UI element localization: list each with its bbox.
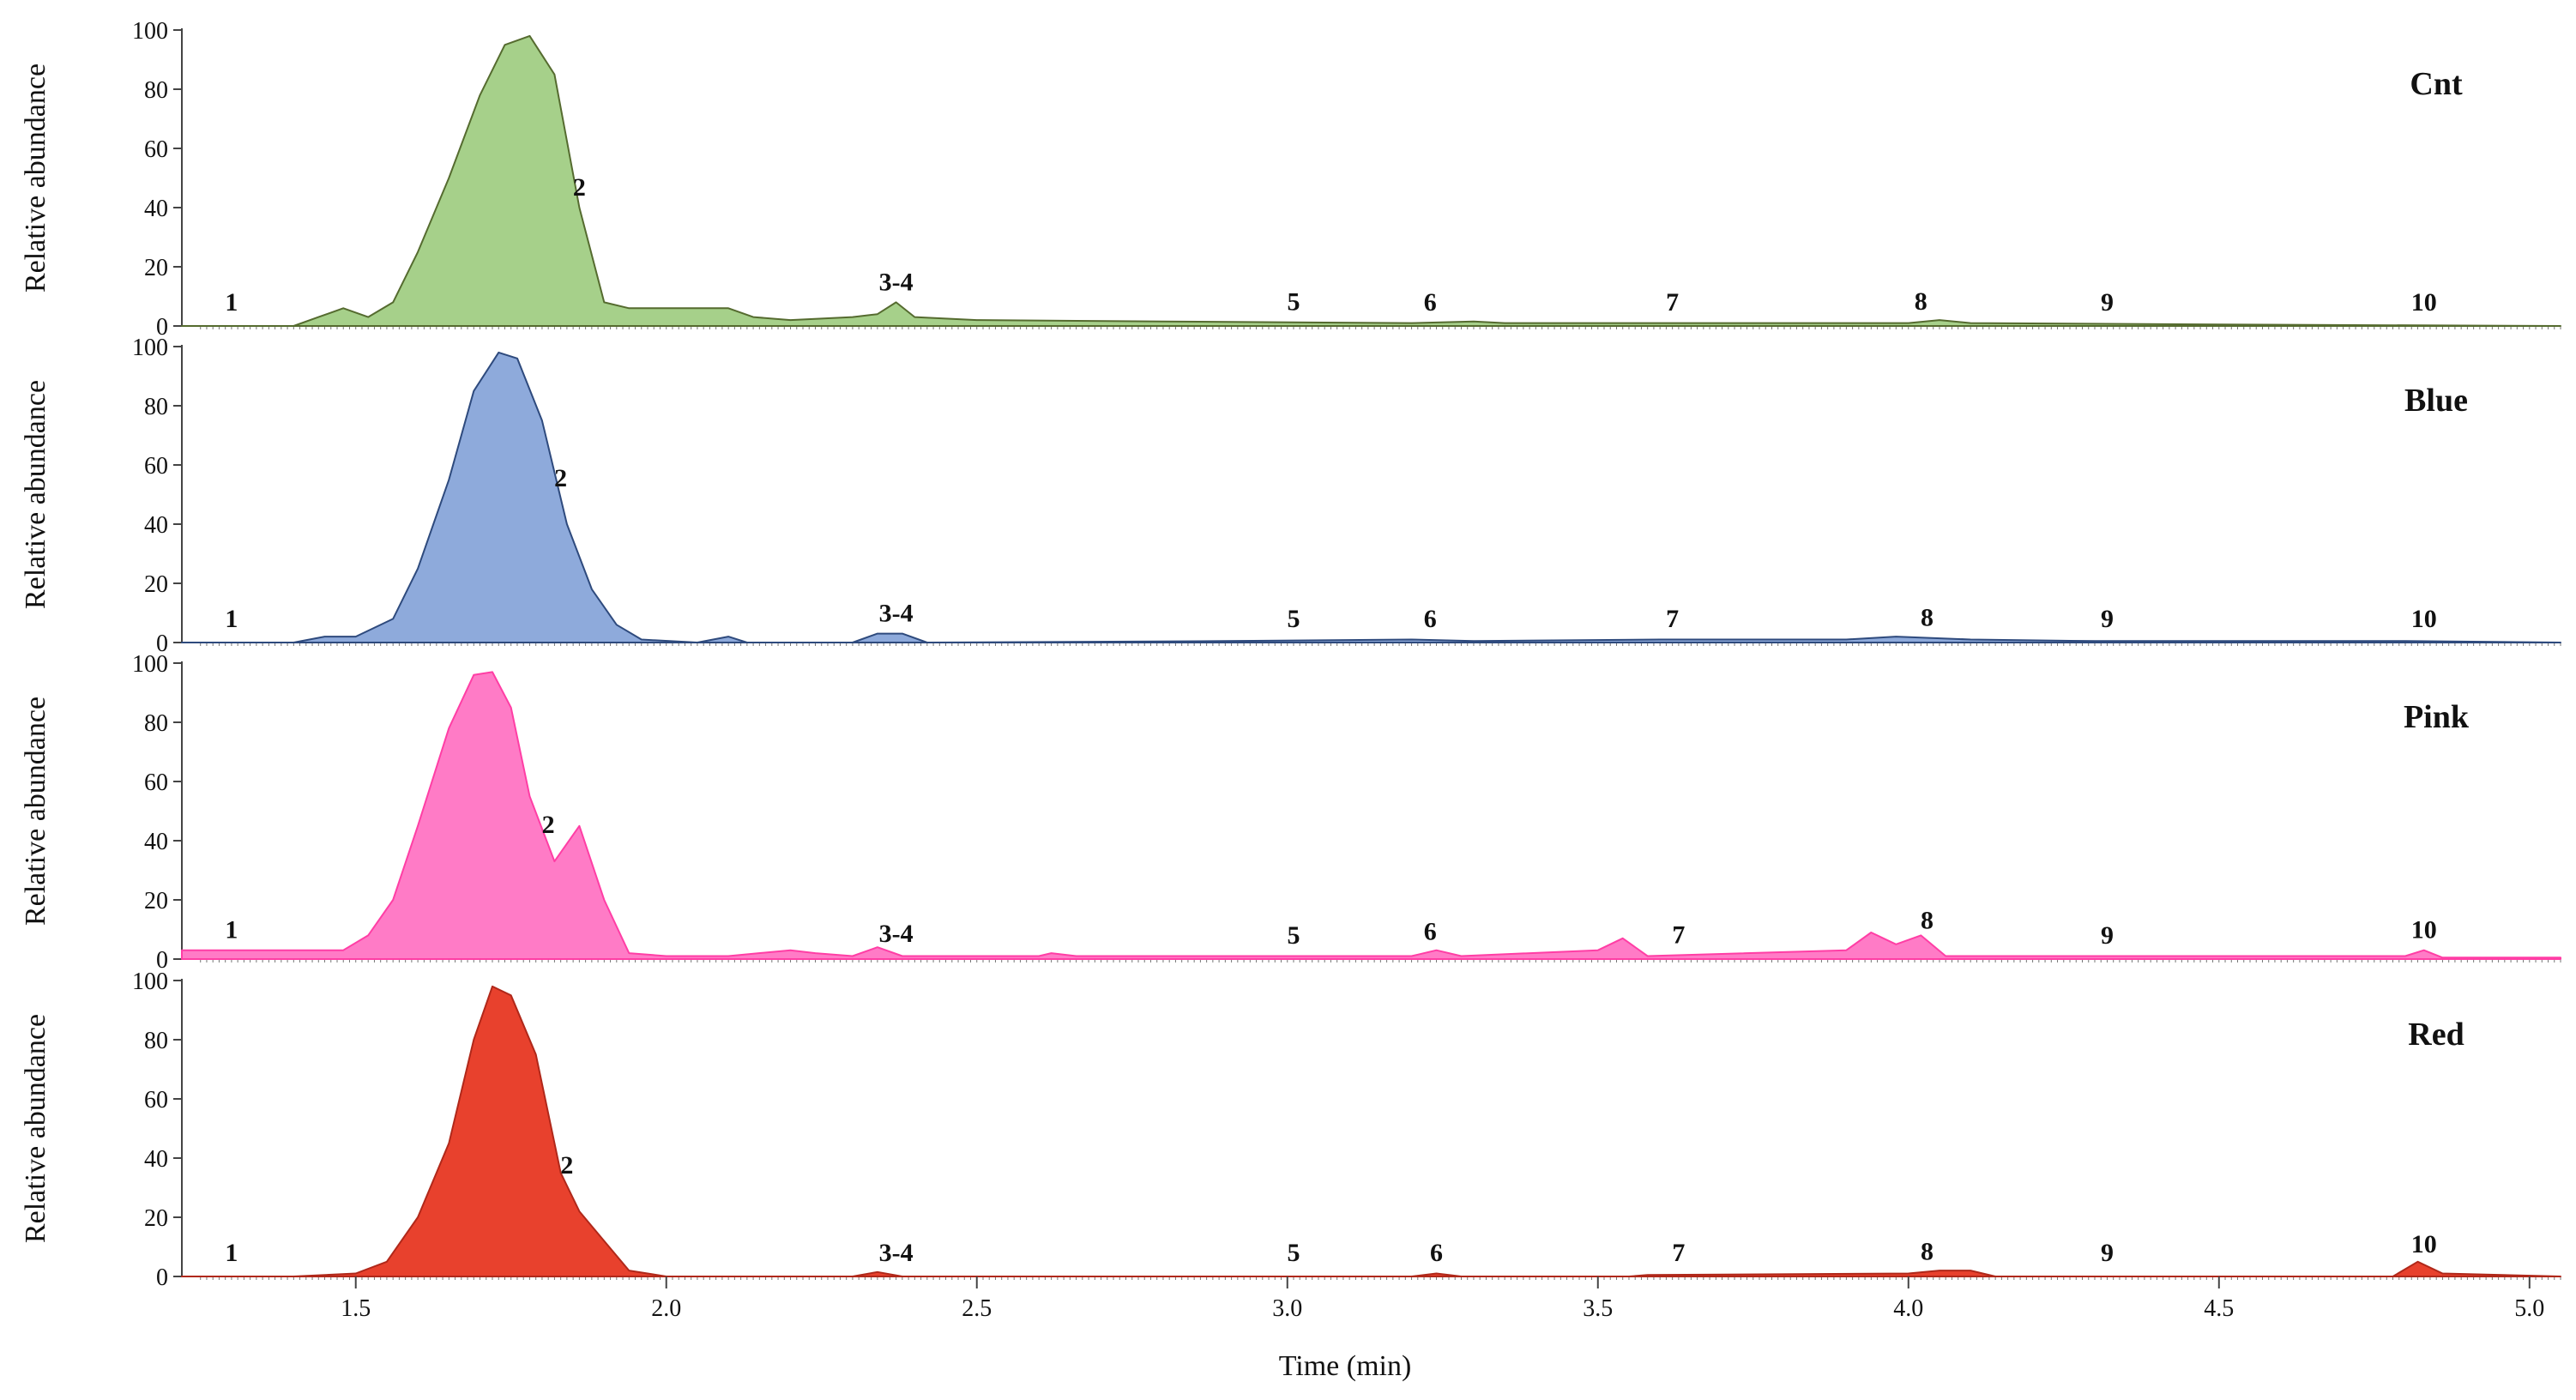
- x-tick-label: 3.5: [1583, 1295, 1613, 1322]
- y-axis-label: Relative abundance: [20, 380, 51, 609]
- y-tick-label: 20: [144, 571, 168, 598]
- peak-label: 3-4: [879, 920, 914, 948]
- y-axis-label: Relative abundance: [20, 1014, 51, 1243]
- panel-name: Red: [2408, 1017, 2464, 1053]
- peak-label: 10: [2411, 605, 2437, 633]
- peak-label: 2: [542, 811, 555, 839]
- peak-label: 10: [2411, 916, 2437, 944]
- chromatogram-trace: [181, 985, 2561, 1277]
- peak-label: 9: [2101, 288, 2114, 317]
- y-tick-label: 0: [156, 1264, 168, 1291]
- peak-label: 3-4: [879, 600, 914, 628]
- y-tick-label: 20: [144, 1205, 168, 1232]
- peak-label: 10: [2411, 1230, 2437, 1258]
- chromatogram-trace: [181, 671, 2561, 960]
- panel-pink: 0 20 40 60 80 100 Relative abundance 1 2 3-4 5 6 7 8 9…: [20, 651, 2561, 974]
- y-tick-label: 0: [156, 314, 168, 341]
- peak-label: 5: [1287, 288, 1300, 317]
- y-tick-label: 40: [144, 829, 168, 855]
- peak-label: 9: [2101, 921, 2114, 950]
- panel-name: Cnt: [2410, 66, 2463, 102]
- peak-label: 6: [1424, 288, 1437, 317]
- peak-label: 1: [225, 288, 238, 317]
- x-tick-label: 2.5: [962, 1295, 992, 1322]
- x-tick-label: 1.5: [341, 1295, 371, 1322]
- y-axis-label: Relative abundance: [20, 697, 51, 926]
- panel-blue: 0 20 40 60 80 100 Relative abundance 1 2 3-4 5 6 7 8 9…: [20, 335, 2561, 657]
- peak-label: 5: [1287, 605, 1300, 633]
- x-axis: 1.5 2.0 2.5 3.0 3.5 4.0 4.5 5.0 Time (min): [341, 1276, 2544, 1382]
- peak-label: 1: [225, 916, 238, 944]
- x-tick-label: 3.0: [1272, 1295, 1302, 1322]
- y-tick-label: 40: [144, 1146, 168, 1173]
- y-tick-label: 100: [132, 969, 168, 995]
- peak-label: 8: [1921, 1237, 1934, 1265]
- x-tick-label: 2.0: [651, 1295, 681, 1322]
- y-tick-label: 80: [144, 710, 168, 737]
- x-axis-label: Time (min): [1279, 1350, 1412, 1382]
- chromatogram-trace: [181, 351, 2561, 643]
- peak-label: 8: [1915, 287, 1927, 316]
- y-tick-label: 0: [156, 631, 168, 657]
- panel-cnt: 0 20 40 60 80 100 Relative abundance 1 2 3-4 5 6 7 8 9…: [20, 18, 2561, 341]
- peak-label: 1: [225, 605, 238, 633]
- peak-label: 7: [1666, 288, 1679, 317]
- y-tick-label: 60: [144, 1087, 168, 1113]
- peak-label: 1: [225, 1239, 238, 1267]
- peak-label: 8: [1921, 604, 1934, 632]
- peak-label: 6: [1424, 917, 1437, 945]
- y-tick-label: 80: [144, 394, 168, 420]
- peak-label: 7: [1672, 1239, 1685, 1267]
- y-tick-label: 40: [144, 512, 168, 539]
- peak-label: 3-4: [879, 1239, 914, 1267]
- panel-name: Blue: [2404, 383, 2468, 419]
- x-tick-label: 4.0: [1893, 1295, 1923, 1322]
- y-tick-label: 80: [144, 77, 168, 104]
- peak-label: 5: [1287, 1239, 1300, 1267]
- y-tick-label: 60: [144, 136, 168, 163]
- panel-red: 0 20 40 60 80 100 Relative abundance 1 2 3-4 5 6 7 8 9…: [20, 969, 2561, 1291]
- peak-label: 8: [1921, 906, 1934, 934]
- x-tick-label: 5.0: [2514, 1295, 2544, 1322]
- peak-label: 6: [1430, 1239, 1443, 1267]
- x-tick-label: 4.5: [2204, 1295, 2234, 1322]
- peak-label: 7: [1672, 920, 1685, 949]
- y-tick-label: 20: [144, 888, 168, 914]
- peak-label: 3-4: [879, 268, 914, 296]
- y-tick-label: 60: [144, 769, 168, 796]
- y-tick-label: 40: [144, 196, 168, 222]
- peak-label: 2: [554, 464, 567, 492]
- peak-label: 5: [1287, 921, 1300, 950]
- peak-label: 6: [1424, 605, 1437, 633]
- peak-label: 2: [573, 173, 586, 202]
- peak-label: 2: [560, 1151, 573, 1180]
- panel-name: Pink: [2404, 699, 2470, 735]
- peak-label: 10: [2411, 288, 2437, 317]
- y-tick-label: 60: [144, 453, 168, 480]
- y-tick-label: 100: [132, 651, 168, 678]
- chromatogram-trace: [181, 34, 2561, 327]
- y-tick-label: 80: [144, 1028, 168, 1054]
- y-axis-label: Relative abundance: [20, 63, 51, 293]
- y-tick-label: 20: [144, 255, 168, 281]
- peak-label: 7: [1666, 605, 1679, 633]
- peak-label: 9: [2101, 1239, 2114, 1267]
- y-tick-label: 100: [132, 335, 168, 361]
- y-tick-label: 100: [132, 18, 168, 45]
- peak-label: 9: [2101, 605, 2114, 633]
- y-tick-label: 0: [156, 947, 168, 974]
